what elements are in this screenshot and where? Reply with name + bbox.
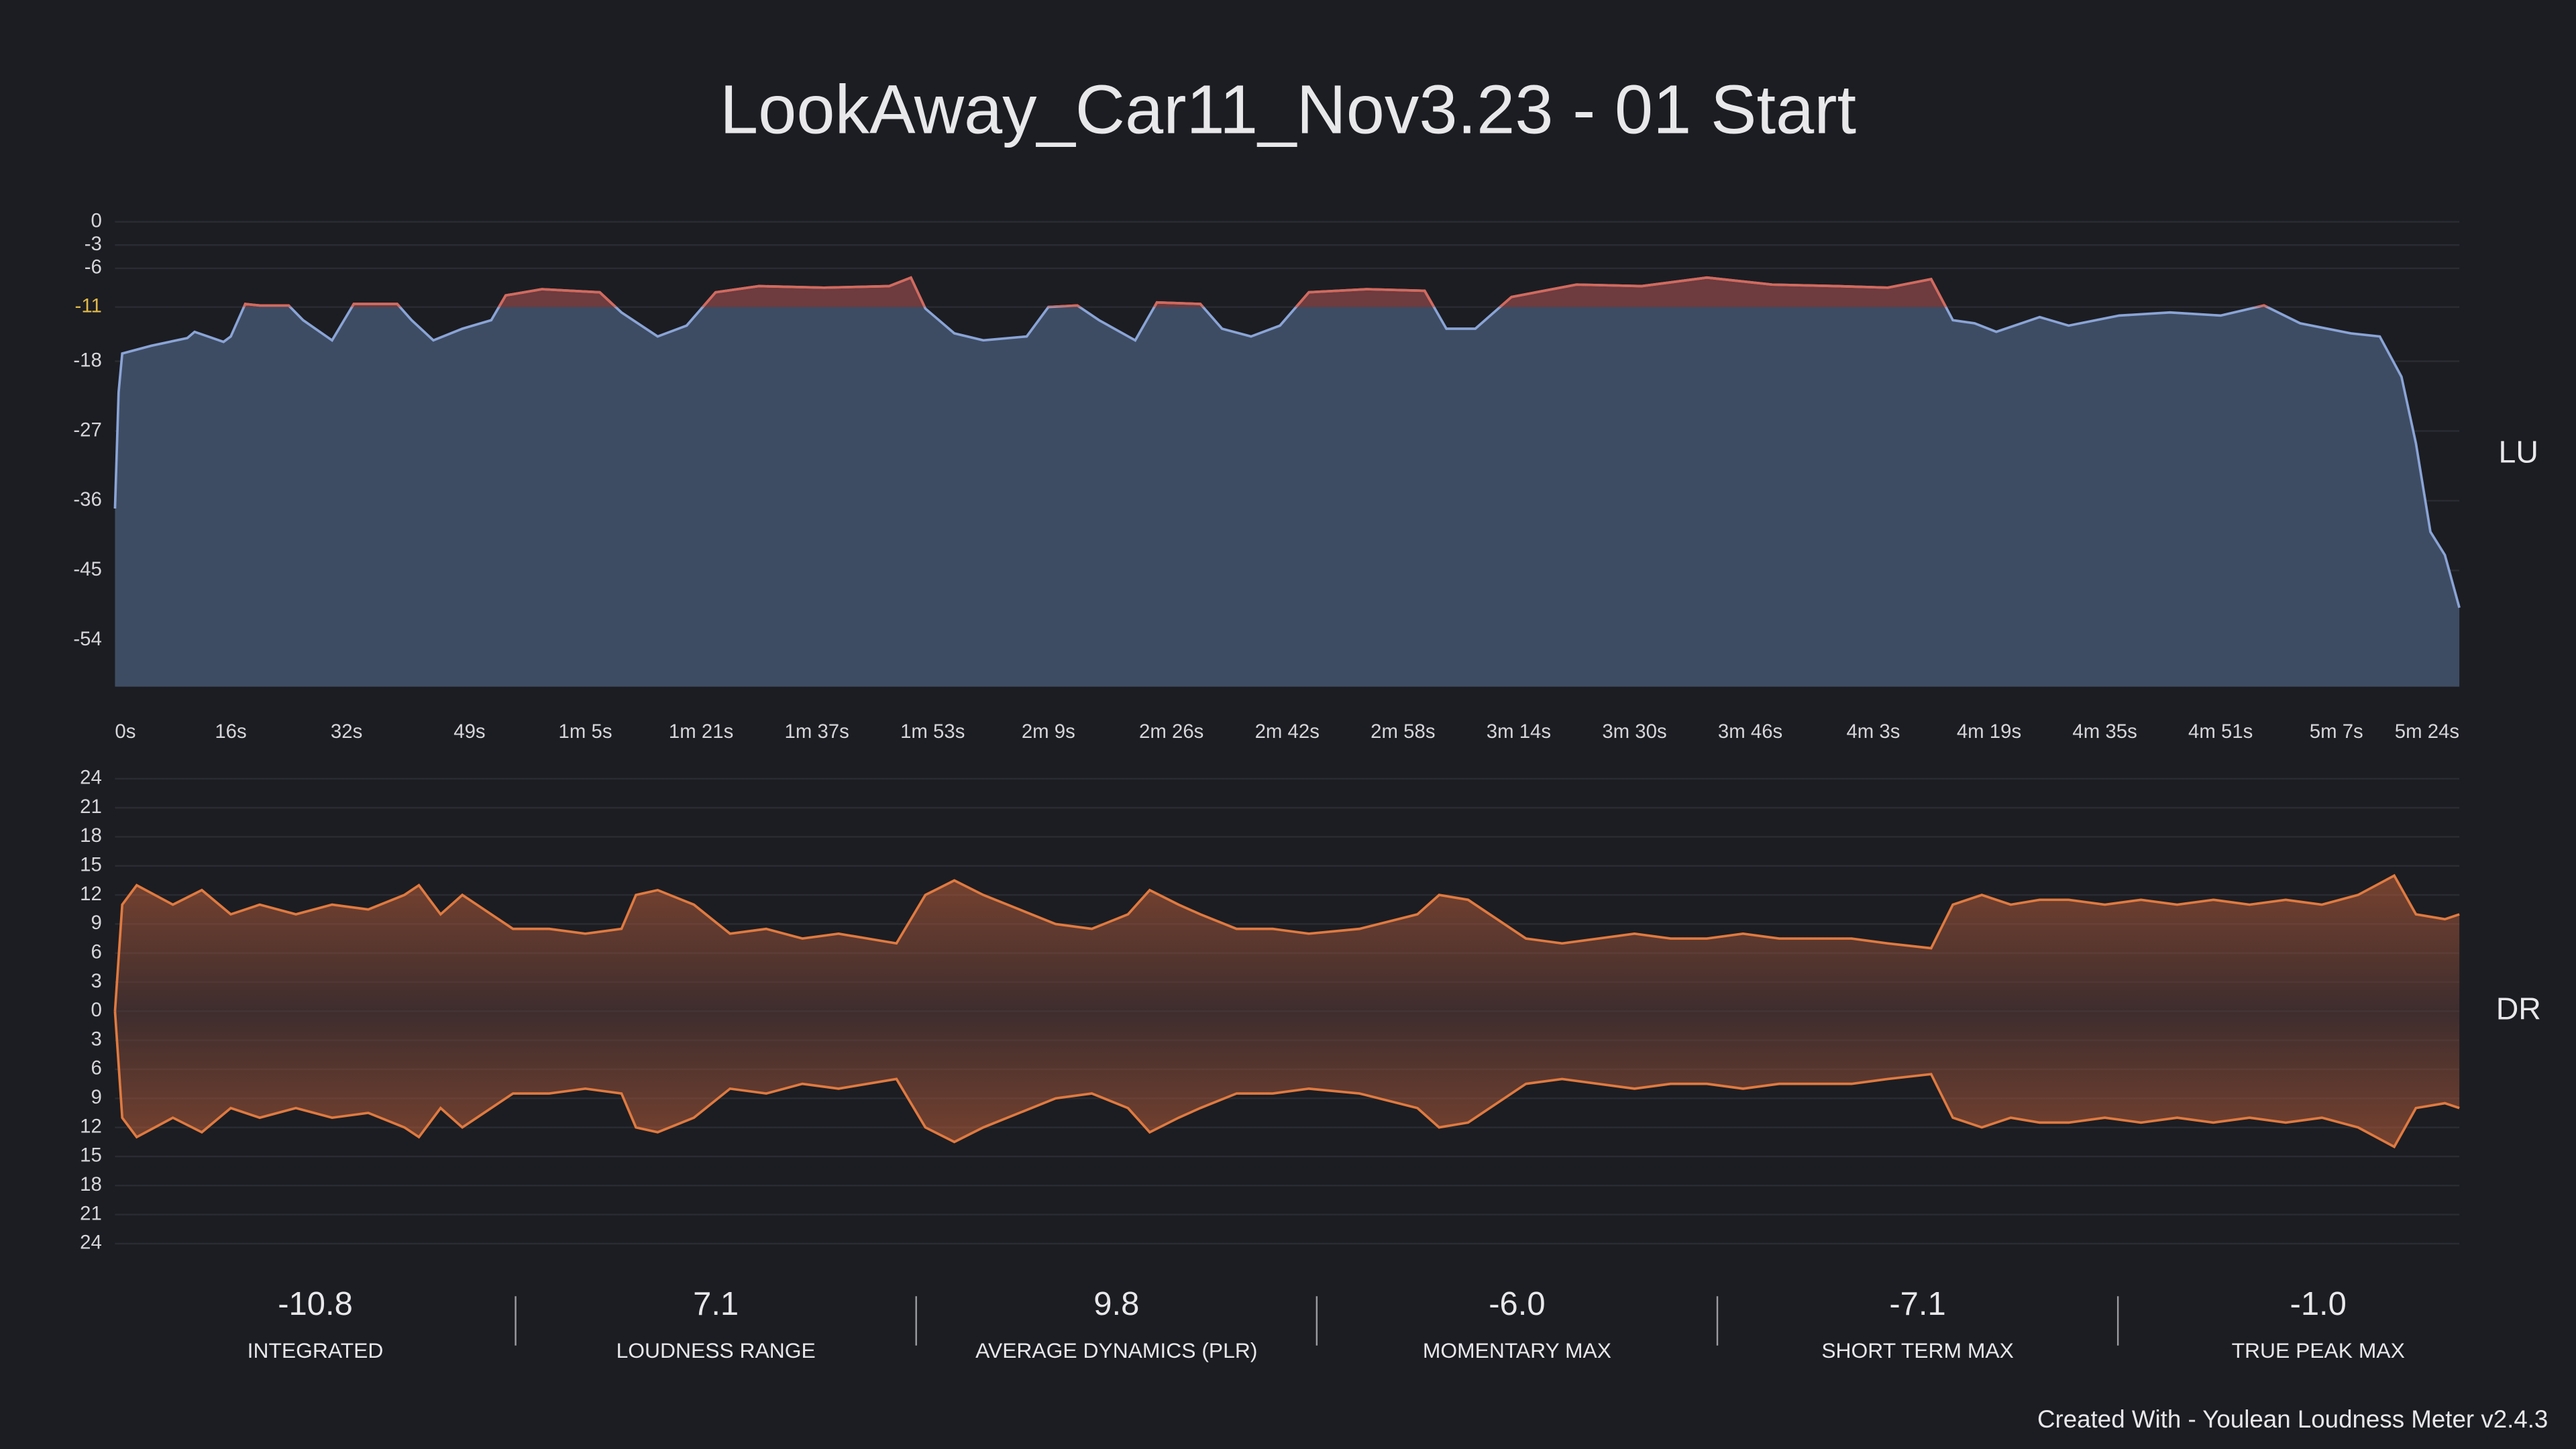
y-tick-label: 18	[80, 1173, 102, 1195]
range-fill	[115, 875, 2460, 1147]
stat-label: TRUE PEAK MAX	[2232, 1338, 2405, 1362]
side-label: DR	[2496, 991, 2541, 1026]
x-tick-label: 3m 46s	[1718, 720, 1782, 743]
footer: Created With - Youlean Loudness Meter v2…	[2037, 1405, 2548, 1433]
y-tick-label: 15	[80, 1144, 102, 1167]
stat-label: SHORT TERM MAX	[1821, 1338, 2014, 1362]
y-tick-label: 21	[80, 1202, 102, 1224]
y-tick-label: 12	[80, 1115, 102, 1137]
area-fill	[115, 277, 2460, 687]
y-tick-label: 0	[91, 209, 101, 231]
stat-label: INTEGRATED	[248, 1338, 384, 1362]
y-tick-label: 9	[91, 1086, 101, 1108]
y-tick-label: 21	[80, 796, 102, 818]
x-tick-label: 16s	[215, 720, 246, 743]
range-bottom-line	[113, 1011, 2460, 1148]
x-tick-label: 1m 21s	[669, 720, 733, 743]
x-tick-label: 5m 24s	[2395, 720, 2459, 743]
stat-value: 9.8	[1093, 1286, 1139, 1322]
stat-value: 7.1	[693, 1286, 739, 1322]
y-tick-label: -6	[85, 256, 102, 278]
stat-value: -1.0	[2290, 1286, 2347, 1322]
y-tick-label: -11	[75, 294, 102, 317]
y-tick-label: 12	[80, 883, 102, 905]
y-tick-label: 0	[91, 999, 101, 1021]
y-tick-label: 18	[80, 824, 102, 847]
y-tick-label: -18	[73, 349, 101, 371]
title: LookAway_Car11_Nov3.23 - 01 Start	[720, 71, 1856, 148]
x-tick-label: 4m 3s	[1846, 720, 1900, 743]
line	[113, 276, 2461, 608]
x-tick-label: 3m 14s	[1487, 720, 1551, 743]
stat-value: -7.1	[1889, 1286, 1945, 1322]
y-tick-label: 24	[80, 767, 102, 789]
x-tick-label: 4m 51s	[2188, 720, 2253, 743]
y-tick-label: -27	[73, 419, 101, 441]
x-tick-label: 5m 7s	[2310, 720, 2363, 743]
stat-label: MOMENTARY MAX	[1423, 1338, 1611, 1362]
side-label: LU	[2499, 434, 2538, 469]
y-tick-label: -54	[73, 628, 101, 650]
y-tick-label: 3	[91, 1028, 101, 1050]
y-tick-label: 6	[91, 1057, 101, 1079]
x-tick-label: 2m 42s	[1255, 720, 1320, 743]
stat-label: LOUDNESS RANGE	[616, 1338, 816, 1362]
y-tick-label: 3	[91, 970, 101, 992]
x-tick-label: 2m 58s	[1371, 720, 1435, 743]
x-tick-label: 4m 19s	[1957, 720, 2021, 743]
x-tick-label: 4m 35s	[2072, 720, 2137, 743]
x-tick-label: 32s	[331, 720, 362, 743]
x-tick-label: 1m 53s	[900, 720, 965, 743]
y-tick-label: 9	[91, 912, 101, 934]
stat-value: -6.0	[1489, 1286, 1545, 1322]
stat-label: AVERAGE DYNAMICS (PLR)	[975, 1338, 1257, 1362]
x-tick-label: 0s	[115, 720, 136, 743]
x-tick-label: 2m 9s	[1022, 720, 1075, 743]
x-tick-label: 1m 5s	[559, 720, 612, 743]
y-tick-label: -36	[73, 488, 101, 511]
x-tick-label: 1m 37s	[785, 720, 849, 743]
y-tick-label: -45	[73, 558, 101, 580]
y-tick-label: 15	[80, 854, 102, 876]
area-over-target	[244, 277, 2267, 307]
y-tick-label: 24	[80, 1232, 102, 1254]
y-tick-label: -3	[85, 233, 102, 255]
x-tick-label: 49s	[453, 720, 485, 743]
x-tick-label: 2m 26s	[1139, 720, 1203, 743]
x-tick-label: 3m 30s	[1602, 720, 1666, 743]
range-top-line	[113, 873, 2460, 1012]
y-tick-label: 6	[91, 941, 101, 963]
stat-value: -10.8	[278, 1286, 353, 1322]
